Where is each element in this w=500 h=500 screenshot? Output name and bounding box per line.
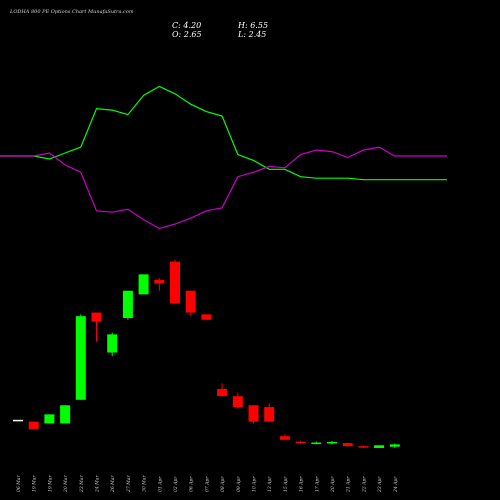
candle-body <box>232 396 243 408</box>
close-value: C: 4.20 <box>172 21 201 30</box>
candle-body <box>311 442 322 445</box>
x-tick-label: 15 Apr <box>283 476 289 492</box>
x-tick-label: 23 Mar <box>79 475 85 493</box>
open-value: O: 2.65 <box>172 30 202 39</box>
x-tick-label: 21 Apr <box>346 476 352 493</box>
candle <box>295 440 306 444</box>
candle <box>91 312 102 342</box>
candle <box>358 445 369 448</box>
candle <box>232 392 243 409</box>
candle-body <box>107 334 118 353</box>
candle <box>28 421 39 429</box>
candle-body <box>389 444 400 447</box>
candle-body <box>327 442 337 444</box>
x-tick-label: 07 Apr <box>204 476 210 492</box>
candle-body <box>170 261 180 304</box>
candle <box>264 403 275 422</box>
candle-body <box>374 445 385 448</box>
candle-body <box>122 290 133 318</box>
candle <box>107 332 118 357</box>
candle-body <box>279 436 290 440</box>
x-tick-label: 26 Mar <box>110 475 116 493</box>
x-tick-label: 22 Apr <box>361 476 367 493</box>
candle <box>311 441 322 445</box>
candle <box>170 259 180 304</box>
candle-body <box>264 407 275 422</box>
candle <box>122 290 133 320</box>
candle <box>185 290 196 317</box>
candle-body <box>201 314 212 320</box>
candle-body <box>295 441 306 444</box>
x-tick-label: 08 Apr <box>220 476 226 492</box>
candle-body <box>248 405 259 422</box>
candle-layer <box>13 259 400 448</box>
x-tick-label: 06 Apr <box>189 476 195 492</box>
candle-body <box>154 279 165 284</box>
candle-body <box>28 421 39 429</box>
x-tick-label: 27 Mar <box>126 475 132 493</box>
candle <box>279 434 290 440</box>
candle-body <box>185 290 196 313</box>
candle <box>13 419 23 422</box>
candle-body <box>138 274 149 295</box>
high-value: H: 6.55 <box>237 21 268 30</box>
indicator-band-layer <box>0 85 447 230</box>
x-axis: 06 Mar 19 Mar 19 Mar 20 Mar 23 Mar 24 Mar 26 M… <box>16 475 399 493</box>
x-tick-label: 01 Apr <box>157 476 163 492</box>
candle-body <box>44 414 55 424</box>
candle <box>75 314 86 400</box>
candle <box>44 414 55 424</box>
candle-body <box>75 316 86 400</box>
candle <box>154 278 165 291</box>
x-tick-label: 02 Apr <box>173 476 179 492</box>
x-tick-label: 20 Mar <box>63 475 69 493</box>
candle-body <box>358 446 369 448</box>
x-tick-label: 20 Apr <box>330 476 336 493</box>
candle <box>217 383 228 397</box>
x-tick-label: 24 Mar <box>95 475 101 493</box>
x-tick-label: 30 Mar <box>142 475 148 492</box>
candle-body <box>13 419 23 422</box>
candle <box>374 445 385 448</box>
x-tick-label: 24 Apr <box>393 476 399 493</box>
candle <box>342 442 353 447</box>
x-tick-label: 19 Mar <box>32 475 38 492</box>
candle <box>389 443 400 448</box>
candle <box>201 314 212 320</box>
x-tick-label: 06 Mar <box>16 475 22 492</box>
x-tick-label: 16 Apr <box>299 476 305 492</box>
x-tick-label: 09 Apr <box>236 476 242 492</box>
candle-body <box>342 443 353 447</box>
candle <box>327 440 337 445</box>
x-tick-label: 23 Apr <box>377 476 383 493</box>
candle-body <box>60 405 71 424</box>
x-tick-label: 19 Mar <box>47 475 53 492</box>
x-tick-label: 13 Apr <box>267 476 273 492</box>
chart-title: LODHA 800 PE Options Chart MunafaSutra.c… <box>9 9 134 15</box>
candle <box>60 405 71 424</box>
low-value: L: 2.45 <box>237 30 266 39</box>
x-tick-label: 17 Apr <box>314 476 320 492</box>
indicator-line-upper <box>0 85 447 181</box>
indicator-line-lower <box>0 146 447 230</box>
candle <box>138 274 149 295</box>
candle-body <box>217 388 228 397</box>
x-tick-label: 10 Apr <box>252 476 258 492</box>
candle <box>248 405 259 424</box>
candle-body <box>91 312 102 322</box>
